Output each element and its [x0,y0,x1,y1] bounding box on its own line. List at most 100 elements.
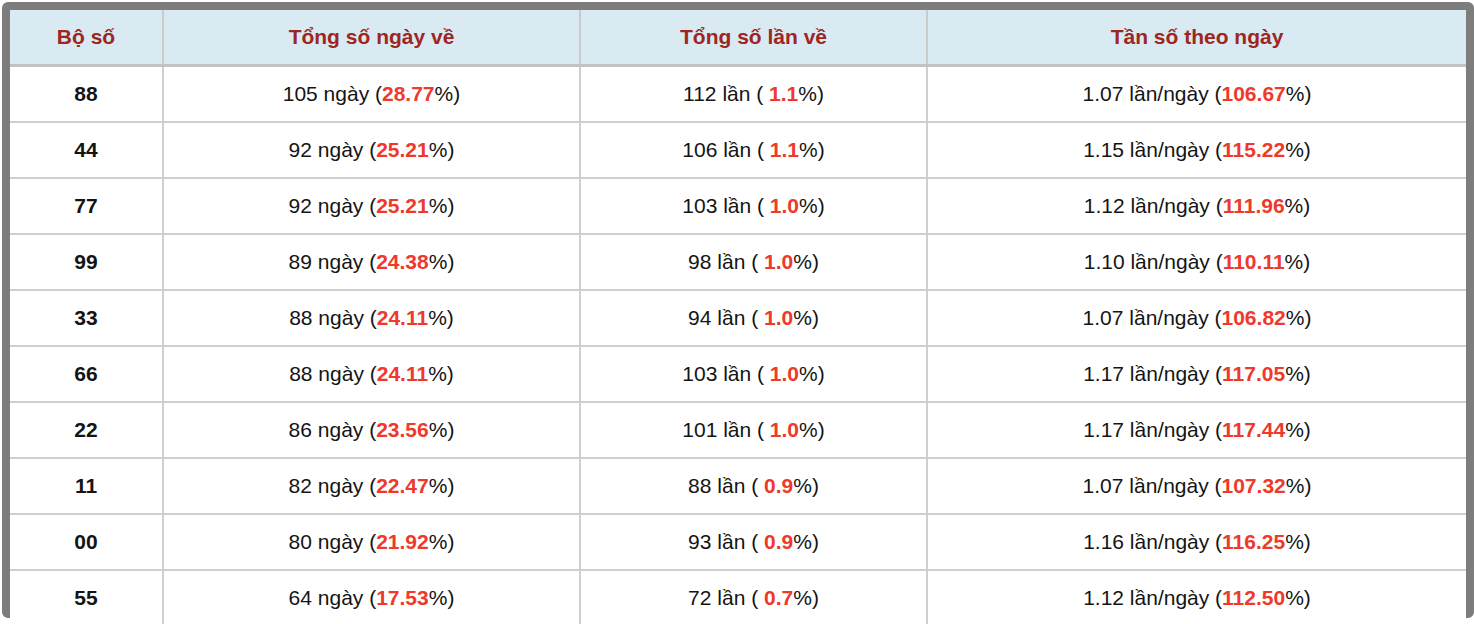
total-times-cell: 103 lần ( 1.0%) [580,178,927,234]
times-text: 94 lần ( [688,306,764,329]
times-text: 88 lần ( [688,474,764,497]
times-percent-value: 1.0 [770,194,799,217]
total-times-cell: 93 lần ( 0.9%) [580,514,927,570]
days-percent-value: 24.11 [377,306,428,329]
days-percent-value: 23.56 [376,418,429,441]
days-suffix: %) [429,418,455,441]
times-text: 106 lần ( [682,138,770,161]
table-row: 00 80 ngày (21.92%) 93 lần ( 0.9%) 1.16 … [10,514,1466,570]
days-suffix: %) [429,250,455,273]
times-suffix: %) [793,586,819,609]
frequency-suffix: %) [1285,362,1311,385]
frequency-text: 1.10 lần/ngày ( [1084,250,1223,273]
pair-stats-table: Bộ số Tổng số ngày về Tổng số lần về Tần… [10,10,1466,624]
frequency-suffix: %) [1286,474,1312,497]
times-suffix: %) [798,82,824,105]
table-row: 33 88 ngày (24.11%) 94 lần ( 1.0%) 1.07 … [10,290,1466,346]
days-text: 92 ngày ( [289,138,377,161]
total-times-cell: 112 lần ( 1.1%) [580,66,927,123]
table-row: 22 86 ngày (23.56%) 101 lần ( 1.0%) 1.17… [10,402,1466,458]
frequency-text: 1.15 lần/ngày ( [1083,138,1222,161]
frequency-text: 1.17 lần/ngày ( [1083,362,1222,385]
frequency-suffix: %) [1285,250,1311,273]
times-text: 103 lần ( [682,194,770,217]
total-days-cell: 80 ngày (21.92%) [163,514,580,570]
times-text: 93 lần ( [688,530,764,553]
times-percent-value: 1.0 [764,250,793,273]
pair-cell: 00 [10,514,163,570]
frequency-text: 1.12 lần/ngày ( [1083,586,1222,609]
days-text: 88 ngày ( [289,362,377,385]
daily-frequency-cell: 1.15 lần/ngày (115.22%) [927,122,1466,178]
days-suffix: %) [435,82,461,105]
frequency-suffix: %) [1286,306,1312,329]
times-text: 103 lần ( [682,362,770,385]
days-percent-value: 22.47 [376,474,429,497]
frequency-suffix: %) [1285,530,1311,553]
pair-cell: 88 [10,66,163,123]
times-suffix: %) [793,250,819,273]
days-percent-value: 24.38 [376,250,429,273]
times-suffix: %) [799,362,825,385]
times-suffix: %) [793,530,819,553]
table-row: 44 92 ngày (25.21%) 106 lần ( 1.1%) 1.15… [10,122,1466,178]
days-percent-value: 21.92 [376,530,429,553]
total-times-cell: 98 lần ( 1.0%) [580,234,927,290]
total-times-cell: 72 lần ( 0.7%) [580,570,927,624]
pair-cell: 77 [10,178,163,234]
frequency-suffix: %) [1285,586,1311,609]
frequency-text: 1.12 lần/ngày ( [1084,194,1223,217]
table-row: 55 64 ngày (17.53%) 72 lần ( 0.7%) 1.12 … [10,570,1466,624]
times-percent-value: 0.9 [764,474,793,497]
frequency-percent-value: 116.25 [1222,530,1285,553]
stats-table-frame: Bộ số Tổng số ngày về Tổng số lần về Tần… [2,2,1474,618]
frequency-percent-value: 111.96 [1223,194,1285,217]
days-suffix: %) [428,306,454,329]
days-suffix: %) [429,586,455,609]
frequency-suffix: %) [1285,138,1311,161]
table-row: 99 89 ngày (24.38%) 98 lần ( 1.0%) 1.10 … [10,234,1466,290]
times-text: 72 lần ( [688,586,764,609]
times-suffix: %) [793,306,819,329]
frequency-percent-value: 112.50 [1222,586,1285,609]
frequency-percent-value: 107.32 [1222,474,1286,497]
total-days-cell: 105 ngày (28.77%) [163,66,580,123]
daily-frequency-cell: 1.07 lần/ngày (106.82%) [927,290,1466,346]
days-text: 86 ngày ( [289,418,377,441]
days-text: 92 ngày ( [289,194,377,217]
times-percent-value: 1.0 [770,362,799,385]
frequency-percent-value: 110.11 [1223,250,1285,273]
times-percent-value: 1.0 [770,418,799,441]
total-times-cell: 88 lần ( 0.9%) [580,458,927,514]
total-times-cell: 103 lần ( 1.0%) [580,346,927,402]
total-days-cell: 92 ngày (25.21%) [163,178,580,234]
frequency-suffix: %) [1285,194,1311,217]
times-suffix: %) [799,138,825,161]
frequency-suffix: %) [1286,82,1312,105]
total-days-cell: 82 ngày (22.47%) [163,458,580,514]
daily-frequency-cell: 1.12 lần/ngày (111.96%) [927,178,1466,234]
frequency-text: 1.07 lần/ngày ( [1083,306,1222,329]
daily-frequency-cell: 1.10 lần/ngày (110.11%) [927,234,1466,290]
total-times-cell: 101 lần ( 1.0%) [580,402,927,458]
table-header: Bộ số Tổng số ngày về Tổng số lần về Tần… [10,10,1466,66]
table-row: 66 88 ngày (24.11%) 103 lần ( 1.0%) 1.17… [10,346,1466,402]
frequency-percent-value: 106.82 [1222,306,1286,329]
times-percent-value: 1.0 [764,306,793,329]
frequency-percent-value: 117.44 [1222,418,1285,441]
total-times-cell: 106 lần ( 1.1%) [580,122,927,178]
daily-frequency-cell: 1.17 lần/ngày (117.05%) [927,346,1466,402]
days-text: 64 ngày ( [289,586,377,609]
frequency-percent-value: 115.22 [1222,138,1285,161]
days-text: 82 ngày ( [289,474,377,497]
frequency-text: 1.16 lần/ngày ( [1083,530,1222,553]
col-header-total-days: Tổng số ngày về [163,10,580,66]
col-header-total-times: Tổng số lần về [580,10,927,66]
frequency-text: 1.07 lần/ngày ( [1083,82,1222,105]
total-days-cell: 92 ngày (25.21%) [163,122,580,178]
times-text: 98 lần ( [688,250,764,273]
frequency-percent-value: 117.05 [1222,362,1285,385]
days-text: 89 ngày ( [289,250,377,273]
daily-frequency-cell: 1.12 lần/ngày (112.50%) [927,570,1466,624]
table-row: 88 105 ngày (28.77%) 112 lần ( 1.1%) 1.0… [10,66,1466,123]
